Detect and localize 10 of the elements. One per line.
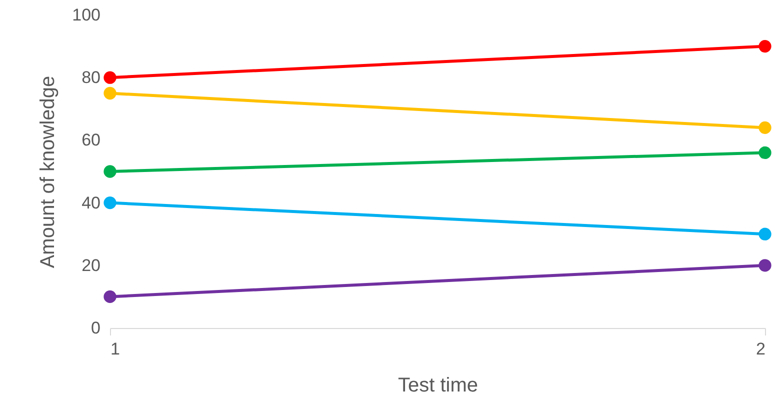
y-tick-label: 80 (82, 68, 100, 88)
y-axis-title: Amount of knowledge (37, 76, 60, 268)
x-tick-label: 2 (756, 340, 766, 358)
y-tick-label: 40 (82, 193, 100, 212)
y-tick-label: 60 (82, 130, 100, 150)
y-tick-label: 100 (72, 6, 100, 24)
x-axis-title: Test time (398, 374, 478, 396)
x-tick-label: 1 (110, 340, 120, 358)
y-tick-label: 0 (91, 318, 100, 338)
y-tick-label: 20 (82, 256, 100, 275)
